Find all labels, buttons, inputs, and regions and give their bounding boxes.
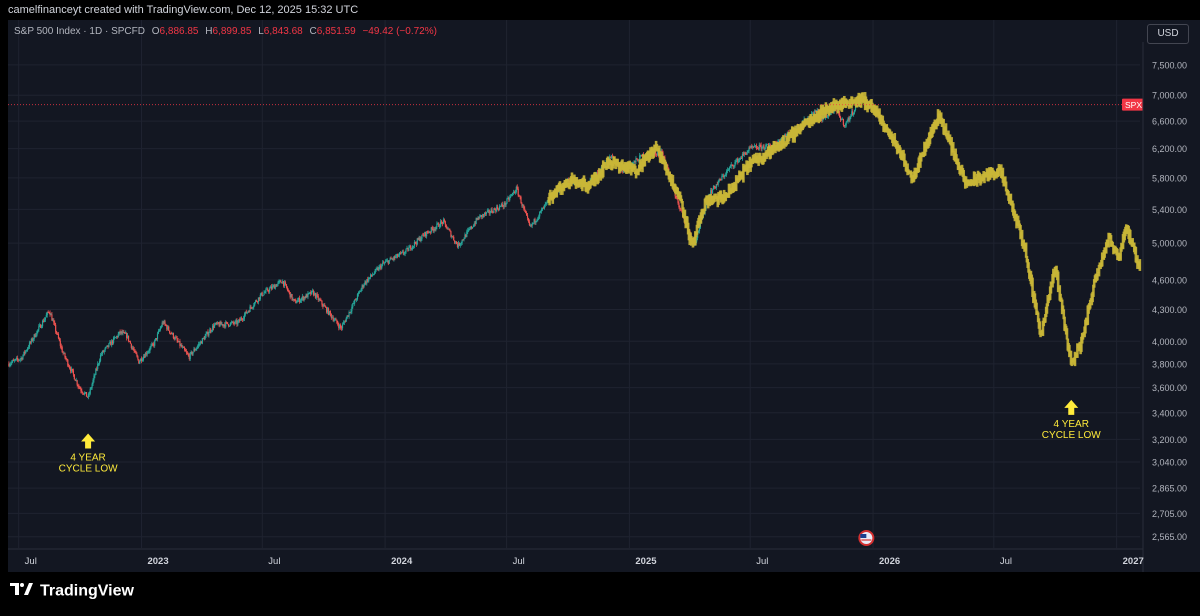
tradingview-brand[interactable]: TradingView [10,582,134,601]
brand-name: TradingView [40,582,134,600]
change-value: −49.42 (−0.72%) [362,26,437,37]
symbol-legend: S&P 500 Index · 1D · SPCFD O6,886.85 H6,… [14,26,437,37]
close-value: 6,851.59 [316,26,356,37]
low-label: L [258,26,264,37]
footer-bar [0,572,1200,616]
high-value: 6,899.85 [212,26,252,37]
open-value: 6,886.85 [159,26,199,37]
chart-area[interactable] [8,20,1200,572]
high-label: H [205,26,213,37]
close-label: C [309,26,317,37]
attribution-bar: camelfinanceyt created with TradingView.… [0,0,1200,20]
low-value: 6,843.68 [263,26,303,37]
open-label: O [151,26,160,37]
tradingview-logo-icon [10,582,34,601]
currency-button[interactable]: USD [1147,24,1189,44]
attribution-text: camelfinanceyt created with TradingView.… [8,4,359,16]
symbol-name[interactable]: S&P 500 Index · 1D · SPCFD [14,26,145,37]
